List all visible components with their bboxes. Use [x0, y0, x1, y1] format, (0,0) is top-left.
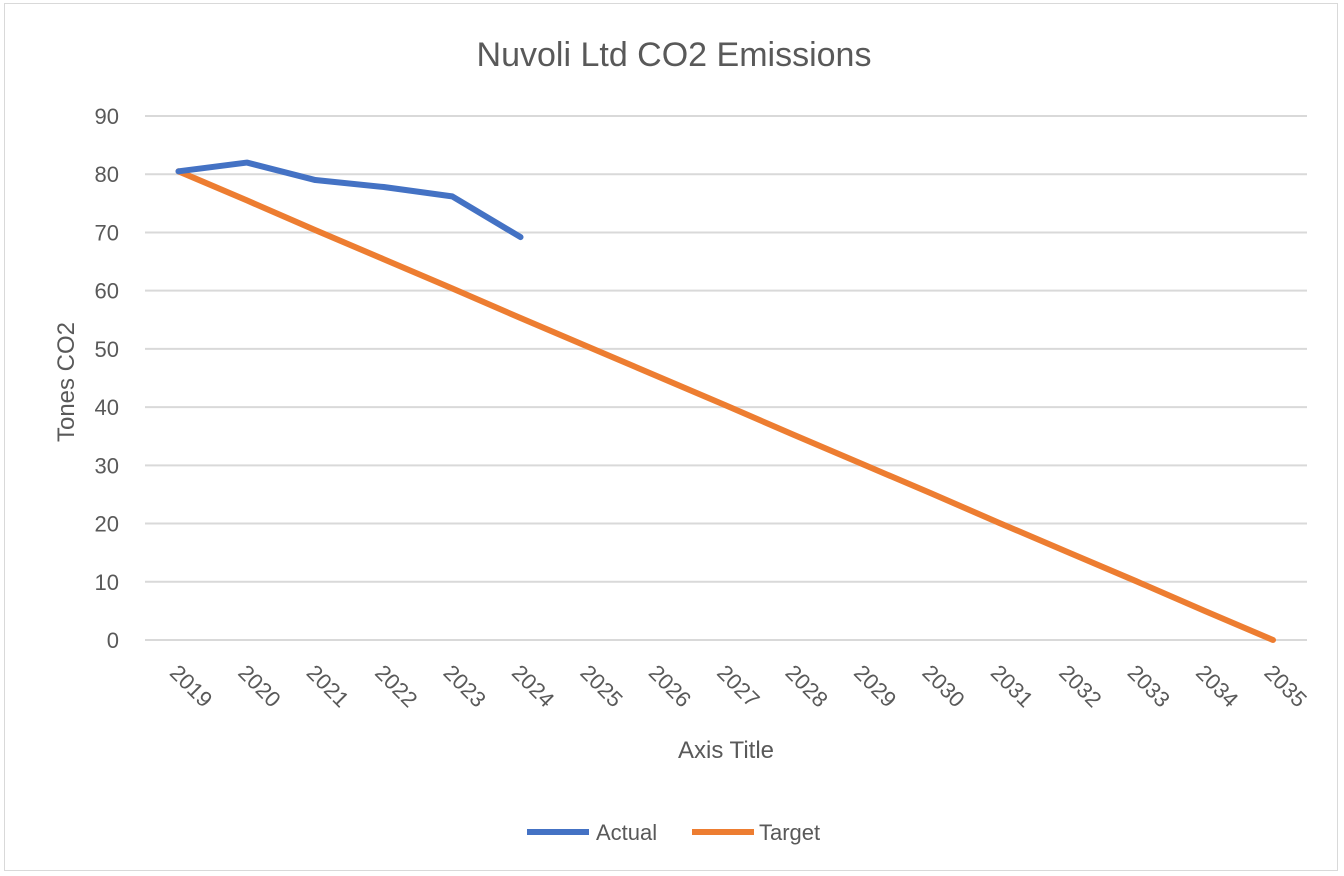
- y-tick-label: 20: [95, 512, 119, 537]
- chart-title: Nuvoli Ltd CO2 Emissions: [477, 36, 872, 74]
- series-line-actual: [175, 159, 524, 241]
- x-tick-label: 2031: [986, 660, 1038, 712]
- y-axis-title: Tones CO2: [53, 322, 80, 442]
- legend-label: Actual: [596, 820, 657, 845]
- x-tick-label: 2024: [507, 660, 559, 712]
- x-tick-label: 2030: [917, 660, 969, 712]
- y-tick-label: 80: [95, 162, 119, 187]
- x-tick-label: 2027: [712, 660, 764, 712]
- chart-area: Nuvoli Ltd CO2 Emissions 0 10 20 30 40 50 60 70…: [4, 3, 1338, 871]
- legend-item-actual: Actual: [527, 820, 657, 845]
- x-tick-label: 2033: [1123, 660, 1175, 712]
- x-axis-tick-labels: 2019 2020 2021 2022 2023 2024 2025 2026 2027 2028…: [165, 660, 1312, 712]
- x-tick-label: 2020: [233, 660, 285, 712]
- y-tick-label: 0: [107, 628, 119, 653]
- legend-item-target: Target: [692, 820, 820, 845]
- x-tick-label: 2035: [1259, 660, 1311, 712]
- x-axis-title: Axis Title: [678, 737, 774, 764]
- x-tick-label: 2021: [302, 660, 354, 712]
- gridlines: [145, 115, 1307, 641]
- x-tick-label: 2032: [1054, 660, 1106, 712]
- x-tick-label: 2019: [165, 660, 217, 712]
- y-tick-label: 60: [95, 279, 119, 304]
- plot-series: [175, 159, 1276, 643]
- y-tick-label: 30: [95, 453, 119, 478]
- x-tick-label: 2022: [370, 660, 422, 712]
- x-tick-label: 2029: [849, 660, 901, 712]
- legend-label: Target: [759, 820, 820, 845]
- series-line-target: [175, 168, 1276, 643]
- y-tick-label: 50: [95, 337, 119, 362]
- y-tick-label: 70: [95, 220, 119, 245]
- y-tick-label: 90: [95, 104, 119, 129]
- y-tick-label: 40: [95, 395, 119, 420]
- chart-canvas: Nuvoli Ltd CO2 Emissions 010203040506070…: [53, 36, 1312, 845]
- legend: Actual Target: [527, 820, 820, 845]
- y-axis-tick-labels: 0 10 20 30 40 50 60 70 80 90: [95, 104, 119, 653]
- x-tick-label: 2025: [575, 660, 627, 712]
- y-tick-label: 10: [95, 570, 119, 595]
- x-tick-label: 2028: [781, 660, 833, 712]
- x-tick-label: 2034: [1191, 660, 1243, 712]
- x-tick-label: 2023: [439, 660, 491, 712]
- x-tick-label: 2026: [644, 660, 696, 712]
